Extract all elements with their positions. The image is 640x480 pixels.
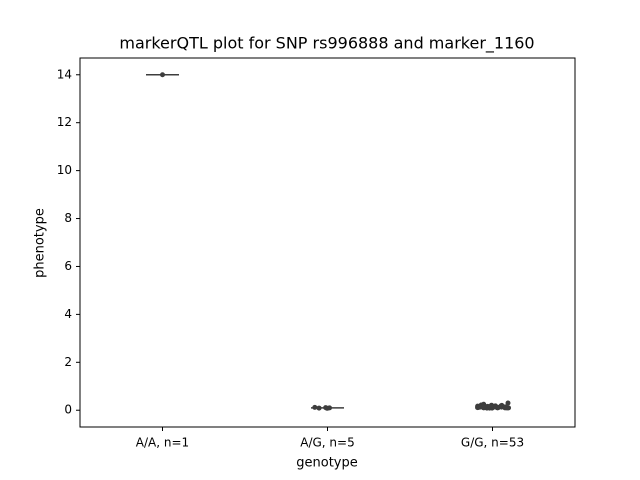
y-tick-label: 8 (64, 211, 72, 225)
point (480, 404, 486, 410)
y-tick-label: 6 (64, 259, 72, 273)
y-tick-label: 10 (57, 163, 72, 177)
point (312, 404, 318, 410)
x-tick-label: A/G, n=5 (300, 436, 354, 450)
point (505, 400, 511, 406)
y-tick-label: 4 (64, 307, 72, 321)
y-tick-label: 0 (64, 403, 72, 417)
point (502, 404, 508, 410)
axes-frame (79, 57, 576, 428)
y-axis-label: phenotype (33, 208, 48, 278)
point (160, 72, 165, 78)
chart-title: markerQTL plot for SNP rs996888 and mark… (119, 34, 534, 54)
x-tick-label: G/G, n=53 (461, 436, 524, 450)
point (327, 405, 333, 411)
y-tick-label: 2 (64, 355, 72, 369)
point (475, 405, 481, 411)
x-tick-label: A/A, n=1 (136, 436, 189, 450)
x-axis-label: genotype (296, 456, 357, 471)
y-tick-label: 14 (57, 67, 72, 81)
point (495, 405, 501, 411)
y-tick-label: 12 (57, 115, 72, 129)
point (323, 405, 329, 411)
point (316, 405, 322, 411)
point (487, 404, 493, 410)
